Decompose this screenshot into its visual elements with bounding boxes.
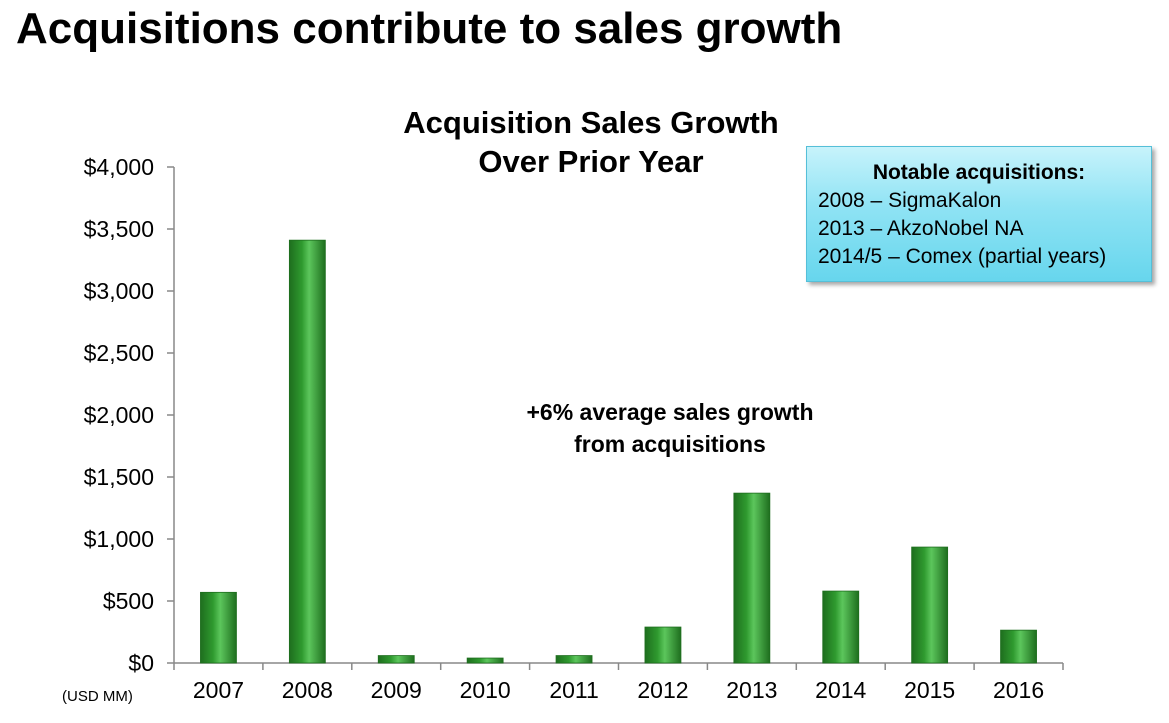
y-tick-label: $3,000 <box>84 278 154 304</box>
x-tick-label: 2016 <box>993 677 1044 703</box>
notable-acquisitions-callout: Notable acquisitions: 2008 – SigmaKalon … <box>806 146 1152 282</box>
y-tick-label: $3,500 <box>84 216 154 242</box>
y-tick-label: $500 <box>103 588 154 614</box>
x-tick-label: 2014 <box>815 677 866 703</box>
page-title: Acquisitions contribute to sales growth <box>16 4 843 53</box>
bar-2011 <box>555 655 593 664</box>
callout-item: 2013 – AkzoNobel NA <box>818 217 1024 240</box>
y-tick-label: $2,000 <box>84 402 154 428</box>
x-tick-label: 2009 <box>371 677 422 703</box>
annotation-line-2: from acquisitions <box>574 431 766 457</box>
x-tick-label: 2011 <box>549 677 598 703</box>
bar-2016 <box>1000 629 1037 664</box>
y-tick-label: $1,000 <box>84 526 154 552</box>
chart-title-line-2: Over Prior Year <box>478 144 704 179</box>
bar-2008 <box>288 239 326 664</box>
chart-tick-labels: $0 $500 $1,000 $1,500 $2,000 $2,500 $3,000 $3,5… <box>84 154 1044 703</box>
average-growth-annotation: +6% average sales growth from acquisitio… <box>470 396 870 460</box>
bar-2015 <box>911 546 949 664</box>
callout-item: 2014/5 – Comex (partial years) <box>818 245 1107 268</box>
y-axis-unit-label: (USD MM) <box>62 688 133 705</box>
x-tick-label: 2008 <box>282 677 333 703</box>
annotation-line-1: +6% average sales growth <box>526 399 814 425</box>
y-tick-label: $2,500 <box>84 340 154 366</box>
x-tick-label: 2007 <box>193 677 244 703</box>
bar-2012 <box>644 626 682 664</box>
y-tick-label: $4,000 <box>84 154 154 180</box>
bar-2007 <box>200 591 237 664</box>
chart-title-line-1: Acquisition Sales Growth <box>403 105 779 140</box>
x-tick-label: 2010 <box>460 677 511 703</box>
y-tick-label: $1,500 <box>84 464 154 490</box>
callout-item: 2008 – SigmaKalon <box>818 189 1002 212</box>
bar-2010 <box>466 657 504 664</box>
bar-2014 <box>822 590 860 664</box>
bar-2009 <box>377 655 415 664</box>
chart-title: Acquisition Sales Growth Over Prior Year <box>346 103 836 181</box>
callout-title: Notable acquisitions: <box>872 161 1086 184</box>
x-tick-label: 2015 <box>904 677 955 703</box>
x-tick-label: 2013 <box>726 677 777 703</box>
chart-bars <box>200 239 1037 664</box>
x-tick-label: 2012 <box>637 677 688 703</box>
y-tick-label: $0 <box>128 650 154 676</box>
bar-2013 <box>733 492 771 664</box>
